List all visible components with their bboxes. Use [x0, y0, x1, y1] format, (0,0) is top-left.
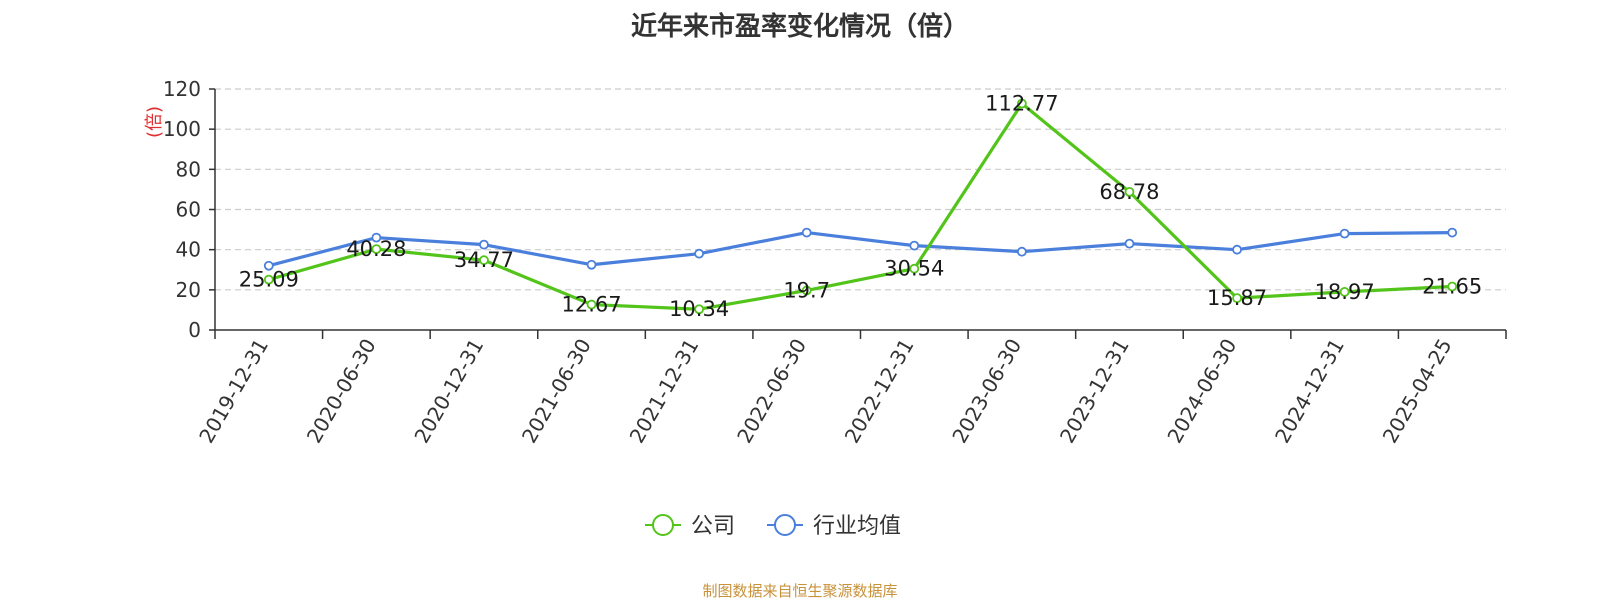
y-tick-label: 100 [163, 117, 201, 141]
data-point[interactable] [1339, 287, 1350, 297]
data-point[interactable] [586, 299, 597, 310]
source-note: 制图数据来自恒生聚源数据库 [702, 582, 898, 600]
data-label: 30.54 [884, 257, 944, 281]
x-tick-label: 2020-12-31 [409, 335, 488, 448]
x-tick-label: 2022-12-31 [840, 335, 919, 448]
y-tick-label: 120 [163, 77, 201, 101]
x-tick-label: 2024-12-31 [1270, 335, 1349, 448]
y-axis-label: (倍) [144, 106, 165, 138]
data-label: 15.87 [1207, 286, 1267, 310]
data-point[interactable] [371, 232, 382, 243]
chart-title: 近年来市盈率变化情况（倍） [630, 12, 969, 42]
series-line [268, 230, 1453, 268]
y-tick-label: 80 [176, 157, 201, 181]
data-point[interactable] [371, 244, 382, 255]
data-label: 12.67 [561, 293, 621, 317]
data-point[interactable] [909, 240, 920, 251]
legend-label[interactable]: 公司 [691, 514, 735, 539]
data-point[interactable] [1447, 227, 1458, 238]
data-point[interactable] [1232, 293, 1242, 304]
data-point[interactable] [694, 248, 705, 259]
data-point[interactable] [263, 260, 274, 271]
data-point[interactable] [586, 259, 597, 270]
data-point[interactable] [801, 285, 812, 296]
data-point[interactable] [1339, 228, 1350, 239]
series-line [268, 101, 1453, 311]
data-label: 68.78 [1099, 180, 1159, 204]
data-point[interactable] [479, 255, 489, 266]
data-label: 34.77 [454, 248, 514, 272]
legend-marker[interactable] [774, 514, 796, 536]
x-tick-label: 2020-06-30 [302, 335, 381, 448]
data-point[interactable] [1016, 98, 1027, 109]
x-tick-label: 2021-12-31 [625, 335, 704, 448]
data-point[interactable] [1232, 244, 1242, 255]
x-tick-label: 2019-12-31 [194, 335, 273, 448]
data-point[interactable] [909, 263, 920, 274]
data-point[interactable] [1124, 238, 1135, 249]
data-label: 40.28 [346, 237, 406, 261]
y-tick-label: 20 [176, 278, 201, 302]
data-point[interactable] [694, 304, 705, 315]
legend-label[interactable]: 行业均值 [813, 514, 901, 539]
y-tick-label: 60 [176, 198, 201, 222]
data-point[interactable] [801, 227, 812, 238]
data-point[interactable] [263, 274, 274, 285]
data-point[interactable] [479, 239, 489, 250]
x-tick-label: 2023-06-30 [947, 335, 1026, 448]
data-label: 18.97 [1315, 280, 1375, 304]
data-label: 19.7 [783, 278, 830, 302]
data-point[interactable] [1447, 281, 1458, 292]
y-tick-label: 40 [176, 238, 201, 262]
y-tick-label: 0 [188, 318, 201, 342]
x-tick-label: 2022-06-30 [732, 335, 811, 448]
data-point[interactable] [1016, 246, 1027, 257]
x-tick-label: 2024-06-30 [1162, 335, 1241, 448]
data-label: 25.09 [239, 268, 299, 292]
data-point[interactable] [1124, 186, 1135, 197]
x-tick-label: 2021-06-30 [517, 335, 596, 448]
legend-marker[interactable] [652, 514, 674, 536]
x-tick-label: 2025-04-25 [1378, 335, 1457, 448]
data-label: 112.77 [985, 92, 1058, 116]
x-tick-label: 2023-12-31 [1055, 335, 1134, 448]
data-label: 10.34 [669, 297, 729, 321]
data-label: 21.65 [1422, 275, 1482, 299]
